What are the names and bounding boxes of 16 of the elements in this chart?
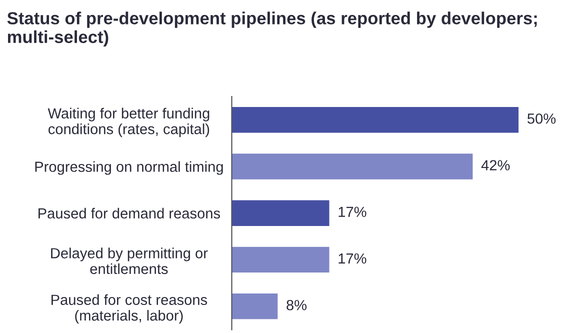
data-label: 17% (338, 206, 366, 217)
bar (232, 200, 330, 226)
y-tick-label: Waiting for better funding conditions (rates, capital) (48, 108, 210, 138)
data-label: 50% (528, 113, 556, 124)
y-tick-label: Paused for cost reasons (materials, labor) (52, 294, 208, 324)
bar (232, 246, 330, 273)
chart-title: Status of pre-development pipelines (as reported by developers; multi-select) (7, 12, 537, 47)
bar (232, 154, 473, 180)
y-tick-label: Delayed by permitting or entitlements (51, 248, 208, 274)
y-tick-label: Progressing on normal timing (35, 161, 223, 175)
bar (232, 107, 519, 133)
data-label: 17% (338, 253, 366, 264)
data-label: 8% (286, 300, 307, 310)
y-tick-label: Paused for demand reasons (38, 208, 220, 219)
data-label: 42% (481, 160, 510, 170)
bar (232, 294, 278, 320)
